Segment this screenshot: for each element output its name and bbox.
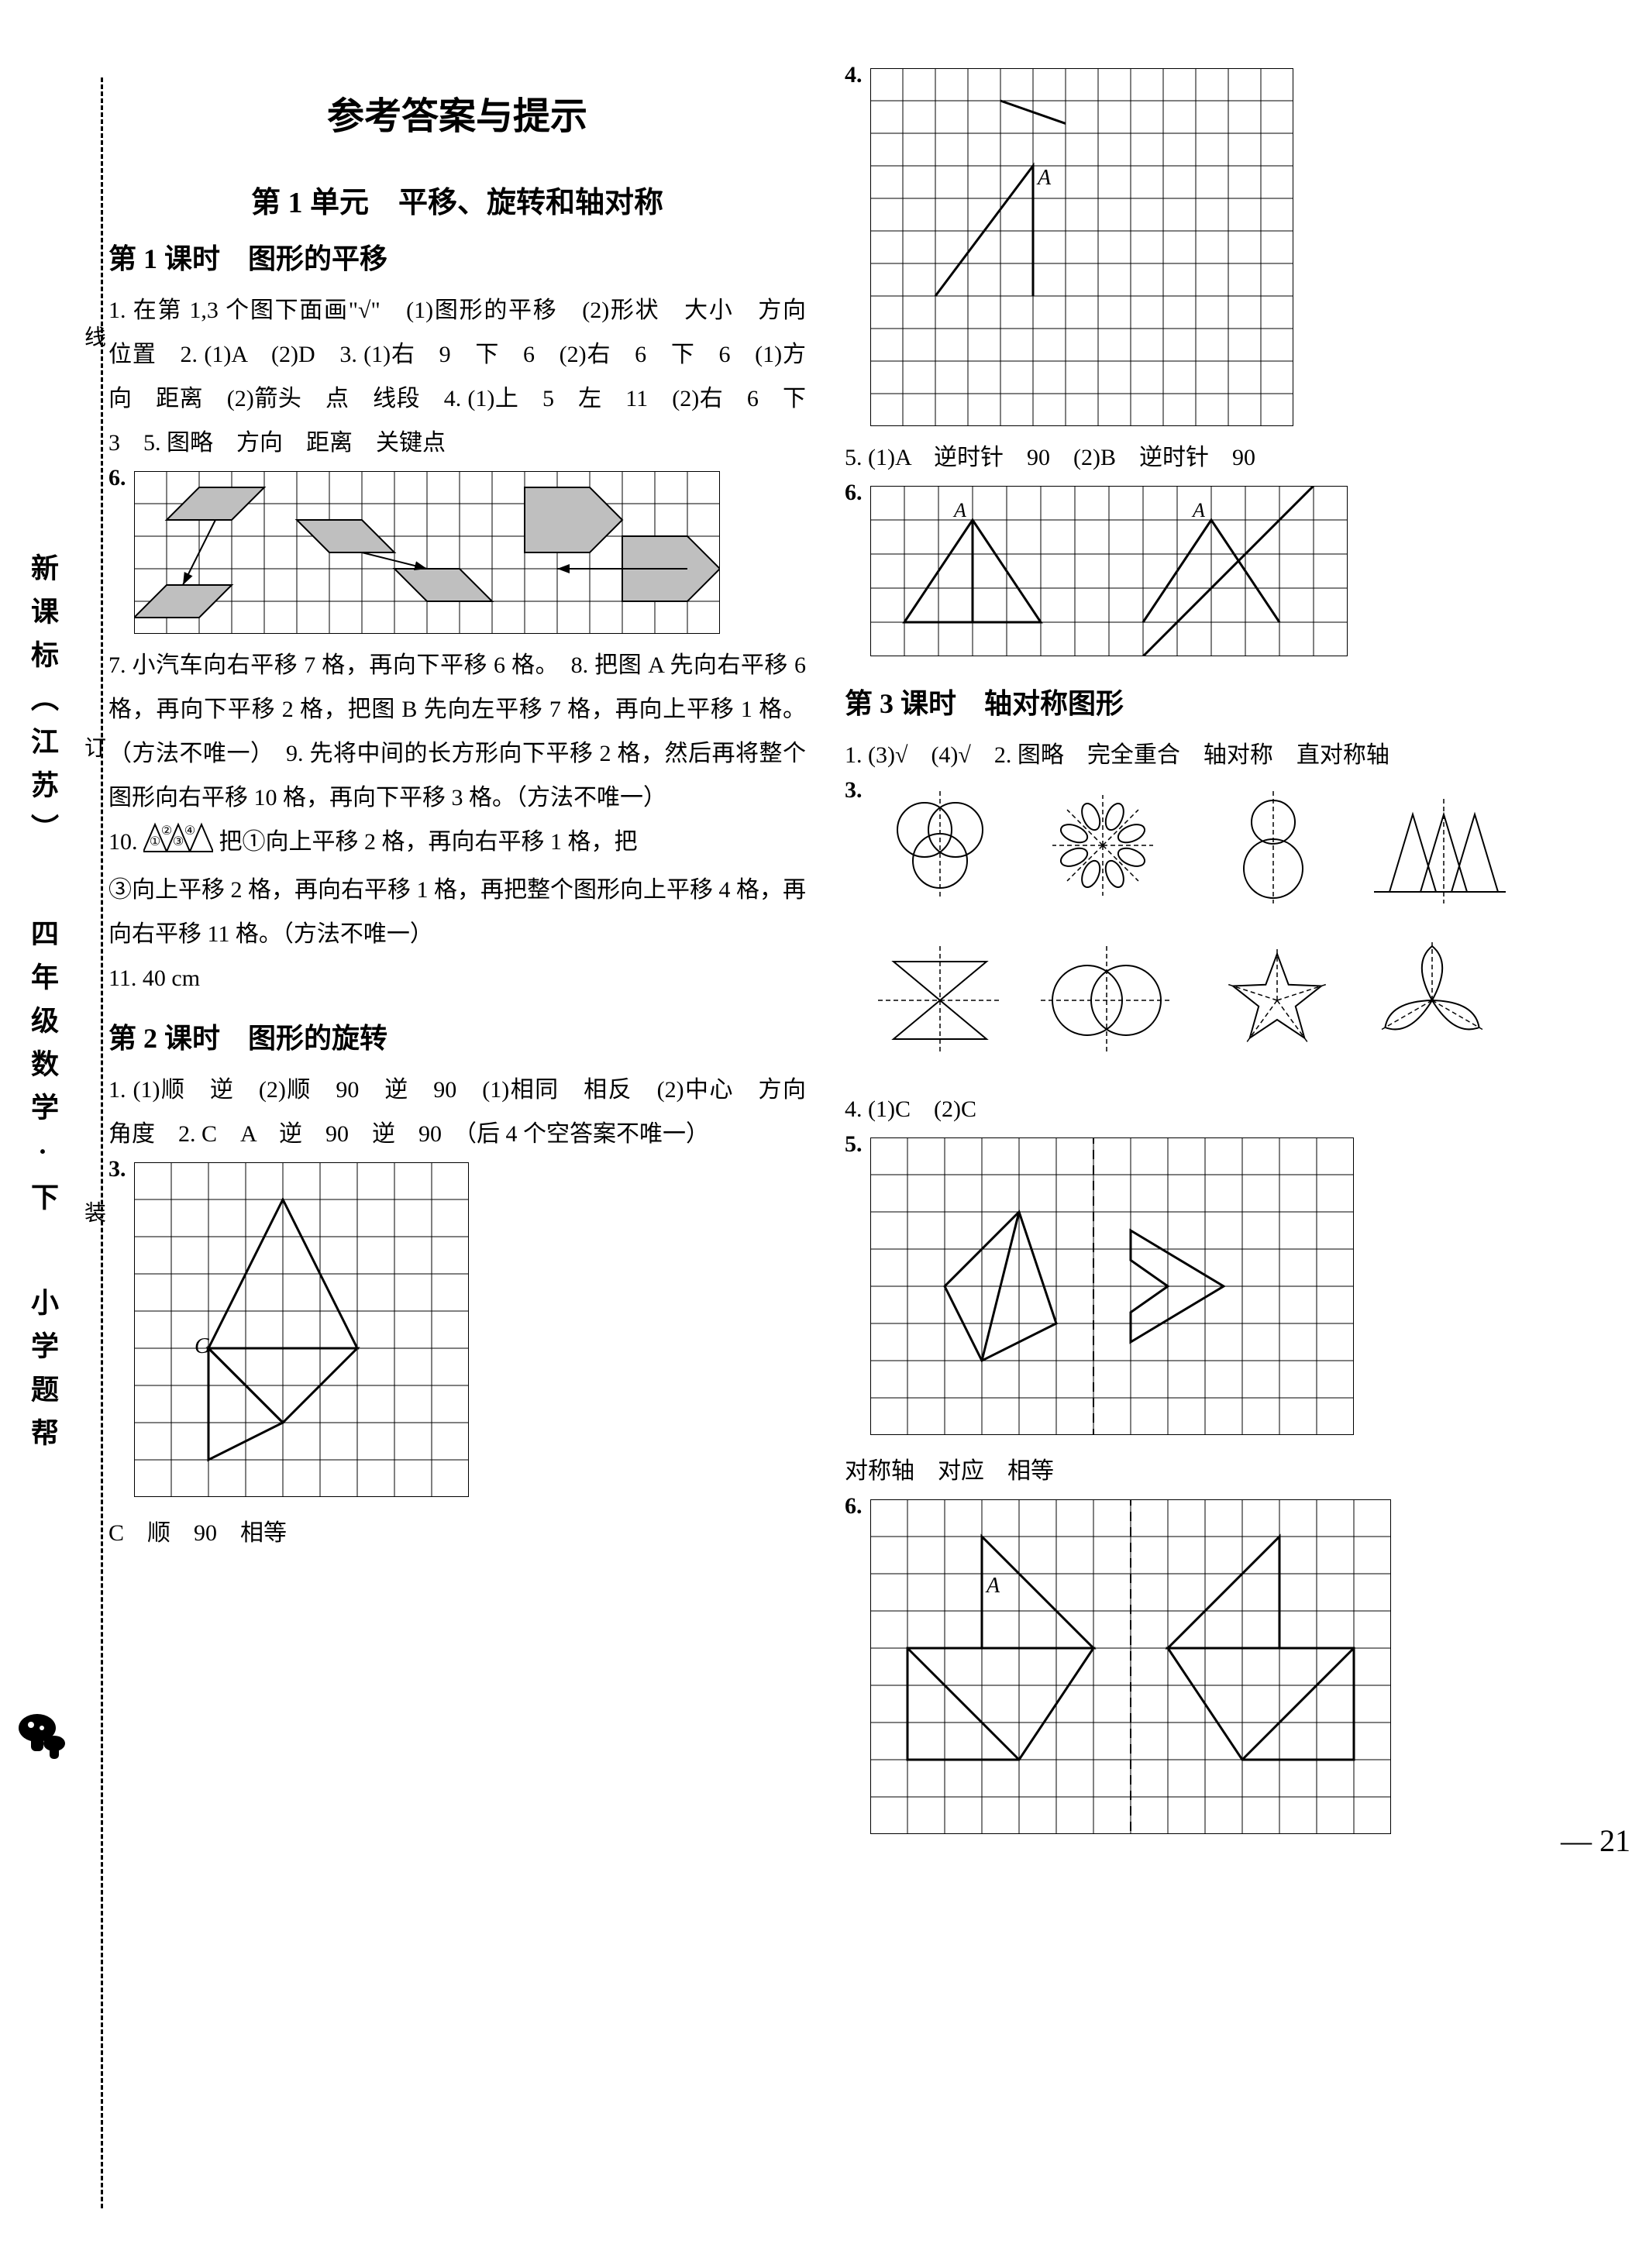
spine-text: 新课标（江苏） 四年级数学·下 小学题帮 bbox=[23, 310, 62, 1705]
grid-l2f4: A bbox=[870, 68, 1293, 426]
lesson1-text7: 7. 小汽车向右平移 7 格，再向下平移 6 格。 8. 把图 A 先向右平移 … bbox=[108, 643, 806, 820]
svg-text:③: ③ bbox=[173, 835, 184, 848]
lesson2-fig3: 3. C bbox=[108, 1156, 806, 1506]
lesson3-fig5: 5. bbox=[845, 1131, 1542, 1444]
lesson1-title: 第 1 课时 图形的平移 bbox=[108, 236, 806, 277]
svg-text:A: A bbox=[952, 499, 966, 521]
content-columns: 参考答案与提示 第 1 单元 平移、旋转和轴对称 第 1 课时 图形的平移 1.… bbox=[108, 62, 1600, 1843]
grid-l3f6: A bbox=[870, 1499, 1391, 1834]
binding-marker: 装 bbox=[77, 1201, 108, 1223]
lesson3-ans4: 4. (1)C (2)C bbox=[845, 1087, 1542, 1131]
mushroom-icon bbox=[15, 1705, 70, 1784]
grid-l2f6: AA bbox=[870, 486, 1348, 656]
grid-l2f3: C bbox=[134, 1162, 469, 1497]
triangle-nums-icon: ① ② ③ ④ bbox=[143, 821, 213, 868]
grid-l3f5 bbox=[870, 1137, 1354, 1435]
binding-marker: 线 bbox=[77, 325, 108, 347]
lesson1-text10: 10. ① ② ③ ④ 把①向上平移 2 格，再向右平移 1 格，把 bbox=[108, 820, 806, 868]
binding-marker: 订 bbox=[77, 736, 108, 758]
svg-text:②: ② bbox=[161, 824, 172, 838]
lesson1-text10c: ③向上平移 2 格，再向右平移 1 格，再把整个图形向上平移 4 格，再向右平移… bbox=[108, 868, 806, 956]
svg-text:C: C bbox=[195, 1334, 209, 1358]
lesson2-text: 1. (1)顺 逆 (2)顺 90 逆 90 (1)相同 相反 (2)中心 方向… bbox=[108, 1068, 806, 1156]
svg-text:A: A bbox=[1036, 166, 1052, 190]
right-column: 4. A 5. (1)A 逆时针 90 (2)B 逆时针 90 6. AA 第 … bbox=[845, 62, 1542, 1843]
grid-l1f6 bbox=[134, 471, 720, 634]
lesson1-fig6: 6. bbox=[108, 465, 806, 643]
binding-dashes bbox=[101, 77, 103, 2208]
lesson3-fig3: 3. bbox=[845, 777, 1542, 1087]
lesson3-text1: 1. (3)√ (4)√ 2. 图略 完全重合 轴对称 直对称轴 bbox=[845, 733, 1542, 777]
left-column: 参考答案与提示 第 1 单元 平移、旋转和轴对称 第 1 课时 图形的平移 1.… bbox=[108, 62, 806, 1843]
lesson2-title: 第 2 课时 图形的旋转 bbox=[108, 1016, 806, 1056]
lesson3-fig6: 6. A bbox=[845, 1493, 1542, 1843]
main-title: 参考答案与提示 bbox=[108, 85, 806, 139]
svg-text:A: A bbox=[1191, 499, 1205, 521]
lesson2-fig4: 4. A bbox=[845, 62, 1542, 435]
svg-text:A: A bbox=[985, 1574, 1000, 1598]
lesson2-fig6: 6. AA bbox=[845, 480, 1542, 666]
lesson1-text11: 11. 40 cm bbox=[108, 956, 806, 1000]
lesson2-ans5: 5. (1)A 逆时针 90 (2)B 逆时针 90 bbox=[845, 435, 1542, 480]
lesson3-title: 第 3 课时 轴对称图形 bbox=[845, 681, 1542, 721]
svg-text:①: ① bbox=[150, 835, 160, 848]
symmetry-icons bbox=[870, 783, 1506, 1078]
svg-text:④: ④ bbox=[184, 824, 195, 838]
page-number: — 21 bbox=[1561, 1822, 1631, 1859]
unit-title: 第 1 单元 平移、旋转和轴对称 bbox=[108, 178, 806, 221]
lesson3-fig5-caption: 对称轴 对应 相等 bbox=[845, 1449, 1542, 1493]
lesson1-text: 1. 在第 1,3 个图下面画"√" (1)图形的平移 (2)形状 大小 方向 … bbox=[108, 288, 806, 465]
lesson2-fig3-caption: C 顺 90 相等 bbox=[108, 1511, 806, 1555]
